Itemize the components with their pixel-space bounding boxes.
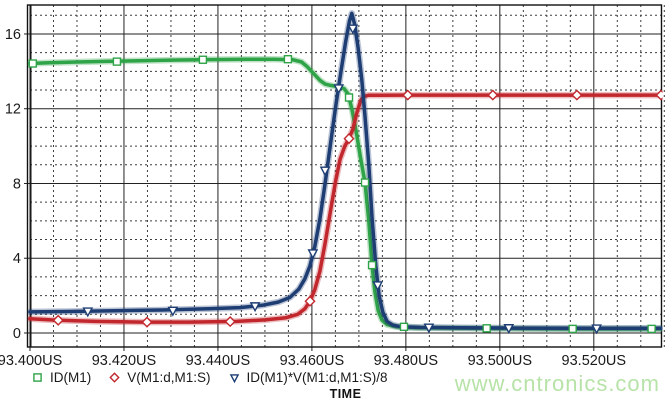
legend-square-icon (33, 373, 42, 382)
x-tick-label: 93.440US (186, 353, 251, 369)
legend-item-0: ID(M1) (31, 370, 91, 385)
legend-label: ID(M1) (50, 370, 92, 385)
series-halo-1 (27, 91, 663, 326)
y-tick-label: 16 (5, 27, 21, 43)
y-tick-label: 8 (13, 176, 21, 192)
series-line-1 (28, 93, 663, 324)
y-tick-label: 4 (13, 251, 21, 267)
series-markers-2 (82, 24, 603, 335)
x-tick-label: 93.400US (0, 353, 62, 369)
series-line-2 (28, 11, 663, 331)
minor-gridlines (30, 5, 665, 347)
x-tick-label: 93.420US (92, 353, 157, 369)
legend-diamond-icon (109, 372, 120, 383)
x-tick-label: 93.480US (374, 353, 439, 369)
y-tick-label: 12 (5, 102, 21, 118)
x-axis-title: TIME (329, 387, 362, 401)
legend-label: ID(M1)*V(M1:d,M1:S)/8 (246, 370, 388, 385)
legend: ID(M1) V(M1:d,M1:S) ID(M1)*V(M1:d,M1:S)/8 (31, 370, 388, 385)
legend-triangle-down-icon (229, 374, 239, 384)
plot-border (26, 4, 663, 348)
y-tick-label: 0 (13, 326, 21, 342)
series-markers-0 (28, 54, 656, 334)
legend-item-1: V(M1:d,M1:S) (108, 370, 211, 385)
legend-item-2: ID(M1)*V(M1:d,M1:S)/8 (228, 370, 388, 385)
x-tick-label: 93.500US (468, 353, 533, 369)
x-tick-label: 93.460US (280, 353, 345, 369)
legend-label: V(M1:d,M1:S) (127, 370, 211, 385)
watermark: www.cntronics.com (454, 371, 660, 396)
x-tick-label: 93.520US (562, 353, 627, 369)
series-markers-1 (52, 89, 663, 328)
